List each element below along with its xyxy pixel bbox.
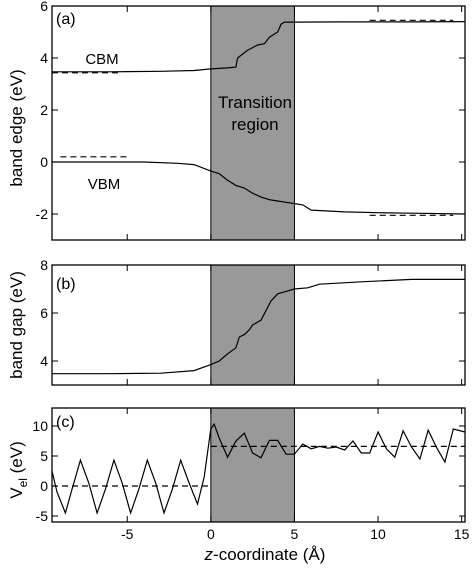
panel-a-plot: -2 0 2 4 6 (36, 0, 466, 241)
plot-frame-b (51, 264, 466, 386)
plot-frame-c (51, 407, 466, 523)
panel-b-tag: (b) (56, 276, 76, 293)
panel-a-tag: (a) (56, 11, 76, 28)
x-tick-label: -5 (121, 526, 134, 542)
y-tick-label-a: -2 (36, 206, 49, 222)
x-axis-label-rest: -coordinate (Å) (213, 545, 325, 564)
data-line-b-0 (52, 278, 465, 375)
panel-c-ylabel-main: V (7, 487, 26, 499)
panel-c: -5 0 5 10 -5 0 5 10 15 (c) Vel (eV) (7, 407, 470, 542)
transition-region-c (210, 407, 295, 523)
data-line-c-0 (51, 422, 466, 516)
panel-c-tag: (c) (56, 414, 75, 431)
panel-a: -2 0 2 4 6 (a) band edge (eV) CBM VBM Transi… (7, 0, 466, 241)
y-tick-label-a: 6 (40, 0, 48, 14)
y-tick-label-c: 0 (40, 478, 48, 494)
y-tick-label-b: 8 (40, 257, 48, 273)
panel-b: 4 6 8 (b) band gap (eV) (7, 257, 466, 386)
y-tick-label-c: 10 (32, 418, 48, 434)
plot-frame-a (51, 5, 466, 241)
vbm-line-a-1 (52, 161, 466, 215)
y-tick-label-c: -5 (36, 508, 49, 524)
panel-a-ylabel: band edge (eV) (7, 69, 26, 186)
y-tick-label-a: 2 (40, 102, 48, 118)
panel-c-plot: -5 0 5 10 -5 0 5 10 15 (32, 407, 470, 542)
x-tick-label: 5 (291, 526, 299, 542)
panel-c-ylabel-unit: (eV) (7, 441, 26, 478)
y-tick-label-a: 0 (40, 154, 48, 170)
panel-c-ylabel: Vel (eV) (7, 441, 30, 499)
cbm-line-a-0 (52, 21, 466, 73)
y-tick-label-b: 6 (40, 305, 48, 321)
transition-label-line1: Transition (218, 93, 292, 112)
transition-label-line2: region (231, 115, 278, 134)
x-tick-label: 15 (454, 526, 470, 542)
panel-b-ylabel: band gap (eV) (7, 271, 26, 379)
x-tick-label: 0 (207, 526, 215, 542)
panel-b-plot: 4 6 8 (40, 257, 466, 386)
y-tick-label-c: 5 (40, 448, 48, 464)
panel-c-ylabel-sub: el (16, 478, 30, 487)
vbm-label: VBM (88, 176, 121, 193)
x-axis-label-italic: z (204, 545, 214, 564)
y-tick-label-a: 4 (40, 50, 48, 66)
cbm-label: CBM (85, 51, 118, 68)
y-tick-label-b: 4 (40, 353, 48, 369)
x-tick-label: 10 (370, 526, 386, 542)
x-axis-label: z-coordinate (Å) (204, 545, 326, 564)
